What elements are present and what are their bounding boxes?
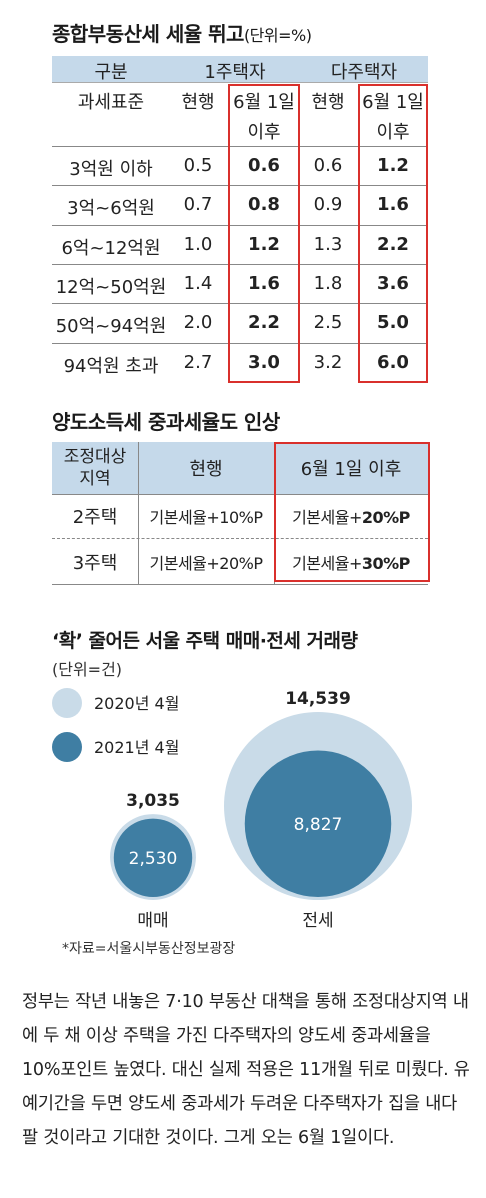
col-group-label: 구분 xyxy=(94,62,128,83)
category-label: 전세 xyxy=(302,911,333,931)
transfer-after-header: 6월 1일 이후 xyxy=(274,442,428,494)
value-label-2020: 14,539 xyxy=(285,689,351,709)
multi-after-cell: 5.0 xyxy=(377,312,409,334)
bracket-cell: 50억~94억원 xyxy=(55,316,167,338)
single-owner-header: 1주택자 xyxy=(204,62,266,83)
multi-after-highlight xyxy=(358,84,428,383)
single-current-header: 현행 xyxy=(181,92,215,113)
value-label-2021: 2,530 xyxy=(129,849,178,869)
transfer-current-cell: 기본세율+20%P xyxy=(149,553,264,573)
transfer-current-cell: 기본세율+10%P xyxy=(149,508,264,527)
bubble-chart-unit: (단위=건) xyxy=(52,660,123,679)
source-note: *자료=서울시부동산정보광장 xyxy=(62,941,236,957)
transfer-after-cell: 기본세율+20%P xyxy=(292,508,410,527)
house-type-cell: 2주택 xyxy=(72,507,118,528)
single-current-cell: 2.7 xyxy=(183,351,213,373)
row-divider xyxy=(52,342,428,344)
multi-current-cell: 1.8 xyxy=(313,272,343,294)
tax-table-row: 6억~12억원 1.0 1.2 1.3 2.2 xyxy=(52,226,428,265)
single-after-cell: 2.2 xyxy=(248,312,280,334)
transfer-after-highlight xyxy=(274,442,430,582)
legend-2020-dot xyxy=(52,688,82,718)
tax-table-row: 50억~94억원 2.0 2.2 2.5 5.0 xyxy=(52,304,428,343)
multi-after-cell: 1.2 xyxy=(377,155,409,176)
base-label: 과세표준 xyxy=(77,92,145,113)
multi-after-cell: 1.6 xyxy=(377,194,409,216)
bubble-2021-0 xyxy=(113,818,193,897)
multi-after-header: 6월 1일 이후 xyxy=(362,92,424,143)
region-header: 조정대상 지역 xyxy=(52,442,138,494)
row-divider xyxy=(52,303,428,305)
multi-current-cell: 0.6 xyxy=(313,155,343,176)
value-label-2021: 8,827 xyxy=(294,815,343,835)
single-current-cell: 1.4 xyxy=(183,272,213,294)
tax-table-row: 12억~50억원 1.4 1.6 1.8 3.6 xyxy=(52,265,428,304)
row-divider xyxy=(52,263,428,265)
tax-table-unit: (단위=%) xyxy=(243,26,312,45)
row-divider xyxy=(52,146,428,147)
single-after-header: 6월 1일 이후 xyxy=(233,92,295,143)
single-current-cell: 1.0 xyxy=(183,233,213,255)
legend-2021-dot xyxy=(52,732,82,762)
bubble-2021-1 xyxy=(244,750,392,897)
tax-table-row: 3억원 이하 0.5 0.6 0.6 1.2 xyxy=(52,147,428,186)
tax-table-title: 종합부동산세 세율 뛰고(단위=%) xyxy=(52,22,312,46)
multi-current-cell: 0.9 xyxy=(313,194,343,216)
single-after-highlight xyxy=(228,84,300,383)
single-after-cell: 3.0 xyxy=(248,351,280,373)
transfer-table-title: 양도소득세 중과세율도 인상 xyxy=(52,410,280,434)
house-type-cell: 3주택 xyxy=(72,552,118,574)
multi-owner-header: 다주택자 xyxy=(330,62,398,83)
property-tax-table: 구분 1주택자 다주택자 과세표준 현행 6월 1일 이후 현행 6월 1일 이후 … xyxy=(52,56,428,386)
tax-table-row: 3억~6억원 0.7 0.8 0.9 1.6 xyxy=(52,186,428,225)
single-current-cell: 2.0 xyxy=(183,312,213,334)
row-divider xyxy=(52,224,428,226)
value-label-2020: 3,035 xyxy=(126,791,180,811)
table-header-row: 구분 1주택자 다주택자 xyxy=(52,56,428,83)
row-divider xyxy=(52,185,428,187)
single-after-cell: 1.6 xyxy=(248,272,280,294)
single-after-cell: 0.8 xyxy=(248,194,280,216)
multi-after-cell: 3.6 xyxy=(377,272,409,294)
multi-after-cell: 6.0 xyxy=(377,351,409,373)
bubble-chart-title: ‘확’ 줄어든 서울 주택 매매·전세 거래량 xyxy=(52,630,358,652)
transfer-after-cell: 기본세율+30%P xyxy=(292,553,410,573)
single-after-cell: 0.6 xyxy=(248,155,280,176)
legend-2021-label: 2021년 4월 xyxy=(94,738,180,757)
tax-table-row: 94억원 초과 2.7 3.0 3.2 6.0 xyxy=(52,344,428,383)
multi-after-cell: 2.2 xyxy=(377,233,409,255)
legend-2020-label: 2020년 4월 xyxy=(94,694,180,713)
category-label: 매매 xyxy=(137,911,168,931)
transfer-current-header: 현행 xyxy=(138,442,274,494)
transfer-tax-table: 조정대상 지역 현행 6월 1일 이후 2주택 기본세율+10%P 기본세율+20%P… xyxy=(52,442,430,585)
multi-current-header: 현행 xyxy=(311,92,345,113)
single-after-cell: 1.2 xyxy=(248,233,280,255)
article-paragraph: 정부는 작년 내놓은 7·10 부동산 대책을 통해 조정대상지역 내에 두 채… xyxy=(22,992,470,1148)
bubble-chart: 3,035 2,530 매매 14,539 8,827 전세 xyxy=(110,689,412,931)
multi-current-cell: 1.3 xyxy=(313,233,343,255)
bracket-cell: 3억~6억원 xyxy=(67,198,155,220)
bracket-cell: 3억원 이하 xyxy=(69,159,153,180)
bracket-cell: 6억~12억원 xyxy=(61,237,161,259)
single-current-cell: 0.5 xyxy=(183,155,213,176)
single-current-cell: 0.7 xyxy=(183,194,213,216)
table-subheader-row: 과세표준 현행 6월 1일 이후 현행 6월 1일 이후 xyxy=(52,84,428,146)
bracket-cell: 12억~50억원 xyxy=(55,276,167,298)
multi-current-cell: 2.5 xyxy=(313,312,343,334)
multi-current-cell: 3.2 xyxy=(313,351,343,373)
bracket-cell: 94억원 초과 xyxy=(63,355,159,377)
